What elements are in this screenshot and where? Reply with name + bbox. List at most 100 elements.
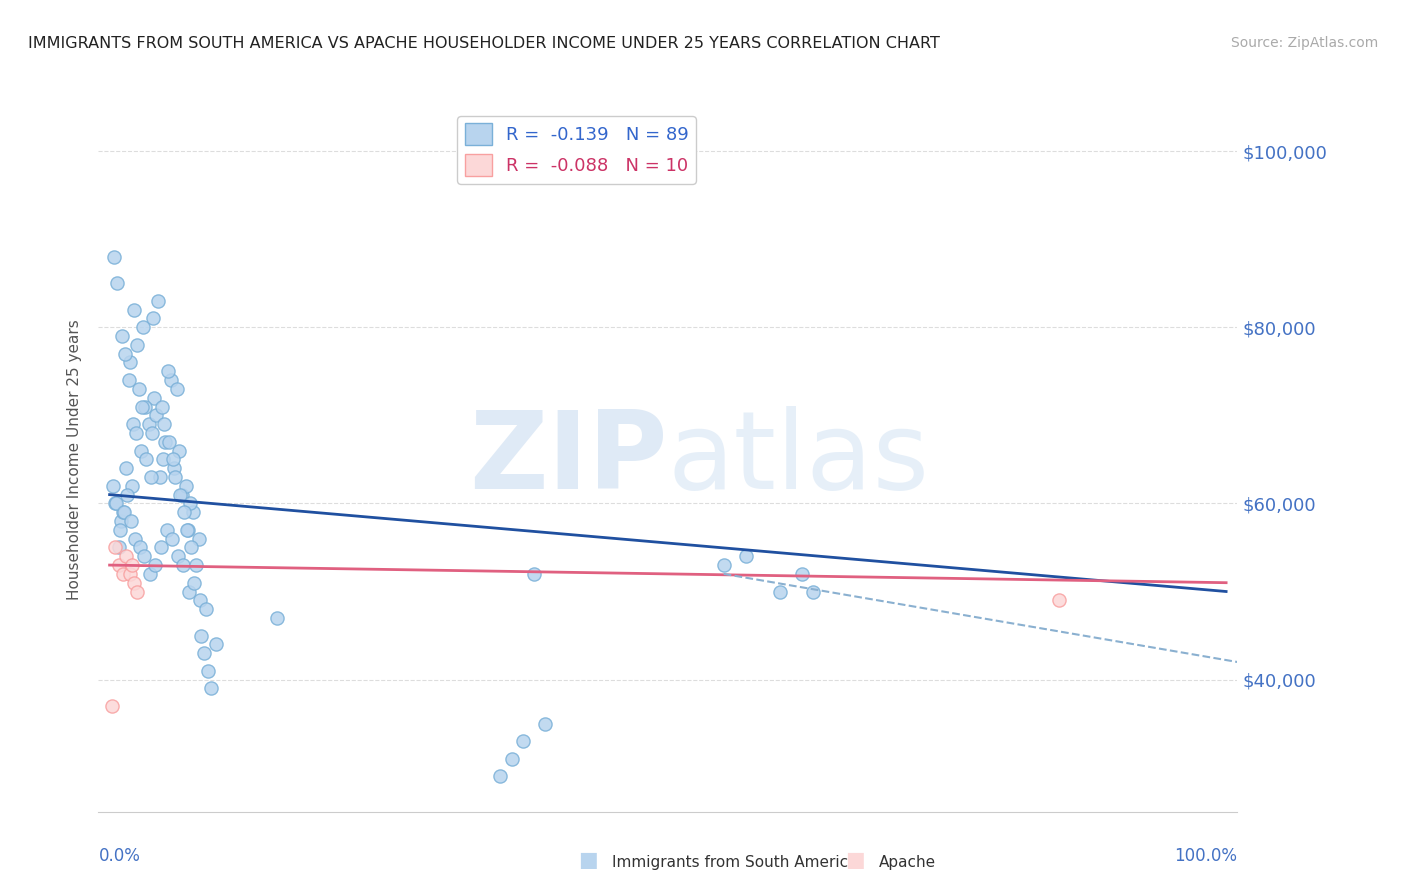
- Point: [105, 496, 128, 510]
- Text: Immigrants from South America: Immigrants from South America: [612, 855, 858, 870]
- Point: [107, 276, 129, 290]
- Point: [176, 523, 198, 537]
- Point: [107, 558, 129, 573]
- Text: 100.0%: 100.0%: [1174, 847, 1237, 865]
- Point: [118, 566, 141, 581]
- Point: [155, 434, 177, 449]
- Point: [134, 400, 156, 414]
- Point: [160, 373, 183, 387]
- Point: [183, 505, 205, 519]
- Point: [107, 541, 129, 555]
- Point: [104, 541, 127, 555]
- Point: [735, 549, 758, 564]
- Point: [103, 250, 125, 264]
- Point: [150, 400, 173, 414]
- Point: [193, 646, 215, 660]
- Point: [1047, 593, 1070, 607]
- Point: [512, 734, 534, 748]
- Point: [118, 355, 141, 369]
- Point: [157, 434, 180, 449]
- Point: [197, 664, 219, 678]
- Point: [145, 409, 167, 423]
- Point: [163, 461, 186, 475]
- Point: [142, 311, 165, 326]
- Point: [101, 699, 124, 714]
- Point: [135, 452, 157, 467]
- Point: [143, 391, 166, 405]
- Point: [125, 425, 148, 440]
- Point: [141, 425, 163, 440]
- Text: ■: ■: [845, 850, 865, 870]
- Text: Source: ZipAtlas.com: Source: ZipAtlas.com: [1230, 36, 1378, 50]
- Point: [108, 523, 131, 537]
- Point: [188, 593, 211, 607]
- Point: [534, 716, 557, 731]
- Point: [190, 629, 212, 643]
- Point: [204, 637, 226, 651]
- Text: 0.0%: 0.0%: [98, 847, 141, 865]
- Point: [104, 496, 127, 510]
- Point: [523, 566, 546, 581]
- Point: [134, 549, 156, 564]
- Point: [180, 541, 202, 555]
- Point: [768, 584, 790, 599]
- Point: [200, 681, 222, 696]
- Point: [122, 302, 145, 317]
- Point: [121, 558, 143, 573]
- Point: [122, 575, 145, 590]
- Point: [128, 541, 150, 555]
- Point: [713, 558, 735, 573]
- Point: [179, 496, 201, 510]
- Point: [177, 584, 200, 599]
- Point: [115, 461, 138, 475]
- Point: [155, 523, 177, 537]
- Point: [139, 470, 162, 484]
- Point: [120, 514, 142, 528]
- Point: [111, 329, 134, 343]
- Point: [117, 487, 139, 501]
- Point: [131, 400, 153, 414]
- Point: [801, 584, 824, 599]
- Point: [115, 549, 138, 564]
- Y-axis label: Householder Income Under 25 years: Householder Income Under 25 years: [67, 319, 83, 599]
- Point: [101, 479, 124, 493]
- Point: [194, 602, 217, 616]
- Point: [173, 505, 195, 519]
- Point: [132, 320, 155, 334]
- Text: IMMIGRANTS FROM SOUTH AMERICA VS APACHE HOUSEHOLDER INCOME UNDER 25 YEARS CORREL: IMMIGRANTS FROM SOUTH AMERICA VS APACHE …: [28, 36, 941, 51]
- Point: [166, 382, 188, 396]
- Point: [165, 470, 187, 484]
- Point: [177, 523, 200, 537]
- Point: [127, 584, 149, 599]
- Point: [111, 566, 134, 581]
- Point: [160, 532, 183, 546]
- Point: [128, 382, 150, 396]
- Point: [184, 558, 207, 573]
- Point: [187, 532, 209, 546]
- Point: [110, 514, 132, 528]
- Point: [121, 479, 143, 493]
- Point: [114, 346, 136, 360]
- Point: [138, 417, 160, 431]
- Text: Apache: Apache: [879, 855, 936, 870]
- Point: [183, 575, 205, 590]
- Text: ZIP: ZIP: [470, 407, 668, 512]
- Point: [152, 452, 174, 467]
- Point: [790, 566, 813, 581]
- Point: [129, 443, 152, 458]
- Point: [149, 470, 172, 484]
- Point: [139, 566, 162, 581]
- Point: [162, 452, 184, 467]
- Point: [149, 541, 172, 555]
- Point: [145, 558, 167, 573]
- Text: atlas: atlas: [668, 407, 929, 512]
- Point: [124, 532, 146, 546]
- Point: [127, 338, 149, 352]
- Point: [112, 505, 135, 519]
- Point: [172, 487, 194, 501]
- Point: [167, 443, 190, 458]
- Point: [169, 487, 191, 501]
- Point: [153, 417, 176, 431]
- Point: [122, 417, 145, 431]
- Point: [111, 505, 134, 519]
